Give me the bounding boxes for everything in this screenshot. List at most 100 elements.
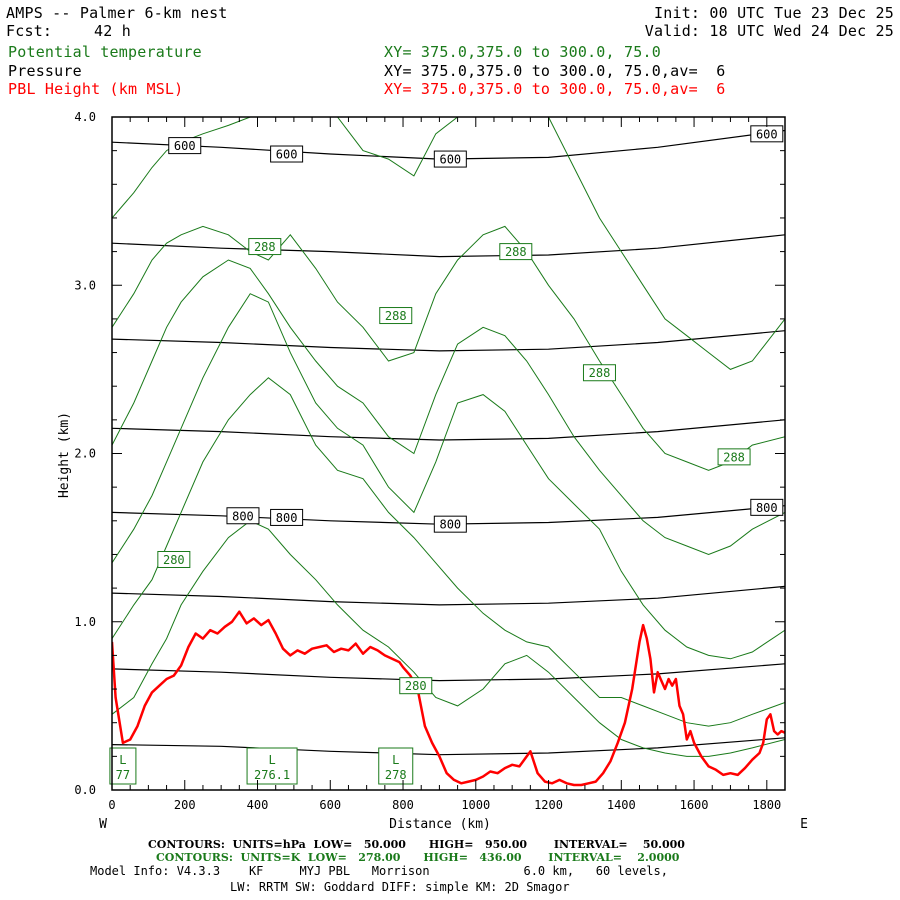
field-xy-theta: XY= 375.0,375.0 to 300.0, 75.0 <box>384 43 661 61</box>
pbl-height-line <box>112 610 785 787</box>
theta-label-6: 280 <box>399 677 433 695</box>
theta-label-5: 280 <box>157 550 191 568</box>
pressure-label-5-box <box>270 508 304 526</box>
field-name-pbl: PBL Height (km MSL) <box>8 80 184 98</box>
pressure-label-4: 800 <box>226 507 260 525</box>
pressure-label-3: 600 <box>750 125 784 143</box>
pressure-line-650 <box>112 234 785 258</box>
pressure-line-950 <box>112 737 785 756</box>
pressure-line-750 <box>112 419 785 441</box>
low-marker-box-0 <box>109 747 137 785</box>
axes: 0 200 400 600 800 1000 1200 1400 1600 1800 0.0 1.0 2… <box>74 110 786 812</box>
pressure-label-2-box <box>433 150 467 168</box>
footer-pressure-contours: CONTOURS: UNITS=hPa LOW= 50.000 HIGH= 95… <box>148 838 685 851</box>
pressure-label-1: 600 <box>270 145 304 163</box>
pressure-line-900 <box>112 663 785 682</box>
pressure-label-0: 600 <box>168 137 202 155</box>
pressure-label-2-text: 600 <box>439 153 461 167</box>
theta-label-3: 288 <box>582 364 616 382</box>
pressure-label-6-box <box>433 515 467 533</box>
y-tick-label: 2.0 <box>74 447 96 461</box>
theta-line-4 <box>112 117 785 370</box>
theta-label-4-box <box>717 448 751 466</box>
low-marker-letter-2: L <box>392 753 399 767</box>
pressure-label-4-box <box>226 507 260 525</box>
field-name-theta: Potential temperature <box>8 43 202 61</box>
theta-label-4-text: 288 <box>723 450 745 464</box>
field-xy-pbl: XY= 375.0,375.0 to 300.0, 75.0,av= 6 <box>384 80 726 98</box>
theta-line-1 <box>112 293 785 660</box>
pressure-label-7-box <box>750 498 784 516</box>
theta-label-0-text: 288 <box>254 240 276 254</box>
low-marker-box-2 <box>378 747 414 785</box>
theta-contours <box>112 117 785 757</box>
low-marker-letter-0: L <box>119 753 126 767</box>
x-tick-label: 200 <box>174 798 196 812</box>
y-tick-label: 1.0 <box>74 615 96 629</box>
x-tick-label: 800 <box>392 798 414 812</box>
x-axis-label: Distance (km) <box>389 817 491 832</box>
theta-label-1-box <box>379 307 413 325</box>
y-tick-label: 3.0 <box>74 278 96 292</box>
x-tick-label: 400 <box>247 798 269 812</box>
theta-label-3-text: 288 <box>589 366 611 380</box>
theta-label-6-text: 280 <box>405 679 427 693</box>
pressure-label-7-text: 800 <box>756 501 778 515</box>
x-tick-label: 1800 <box>752 798 781 812</box>
chart-title: AMPS -- Palmer 6-km nest <box>6 4 228 22</box>
pressure-label-4-text: 800 <box>232 509 254 523</box>
pressure-line-850 <box>112 585 785 606</box>
theta-line-0 <box>112 377 785 727</box>
theta-label-1: 288 <box>379 307 413 325</box>
valid-time: Valid: 18 UTC Wed 24 Dec 25 <box>644 22 894 40</box>
theta-line-3 <box>112 225 785 471</box>
y-tick-label: 0.0 <box>74 783 96 797</box>
theta-label-6-box <box>399 677 433 695</box>
pressure-label-5-text: 800 <box>276 511 298 525</box>
pressure-contours <box>112 129 785 756</box>
pressure-label-3-text: 600 <box>756 127 778 141</box>
low-marker-box-1 <box>246 747 298 785</box>
theta-label-4: 288 <box>717 448 751 466</box>
footer-physics: LW: RRTM SW: Goddard DIFF: simple KM: 2D… <box>230 880 570 894</box>
low-marker-value-2: 278 <box>385 768 407 782</box>
theta-label-2-box <box>499 243 533 261</box>
theta-label-2-text: 288 <box>505 245 527 259</box>
theta-label-5-box <box>157 550 191 568</box>
pressure-label-1-box <box>270 145 304 163</box>
y-axis-label: Height (km) <box>57 412 72 498</box>
x-tick-label: 0 <box>108 798 115 812</box>
low-marker-letter-1: L <box>268 753 275 767</box>
init-time: Init: 00 UTC Tue 23 Dec 25 <box>654 4 894 22</box>
east-label: E <box>800 817 808 832</box>
contour-labels: 600 600 600 600 800 800 800 800 288 288 288 288 288 2… <box>109 125 784 785</box>
theta-label-0: 288 <box>248 238 282 256</box>
field-xy-pressure: XY= 375.0,375.0 to 300.0, 75.0,av= 6 <box>384 62 726 80</box>
pressure-label-7: 800 <box>750 498 784 516</box>
x-tick-label: 600 <box>319 798 341 812</box>
theta-label-2: 288 <box>499 243 533 261</box>
x-tick-label: 1200 <box>534 798 563 812</box>
pbl-height-series <box>112 610 785 787</box>
y-tick-label: 4.0 <box>74 110 96 124</box>
theta-label-0-box <box>248 238 282 256</box>
pressure-label-1-text: 600 <box>276 148 298 162</box>
pressure-label-6-text: 800 <box>439 518 461 532</box>
low-marker-value-1: 276.1 <box>254 768 290 782</box>
pressure-label-0-box <box>168 137 202 155</box>
theta-line-5 <box>112 520 785 757</box>
low-marker-0: L77 <box>109 747 137 785</box>
west-label: W <box>99 817 107 832</box>
theta-line-2 <box>112 259 785 556</box>
x-tick-label: 1000 <box>461 798 490 812</box>
forecast-value: 42 h <box>94 22 131 40</box>
field-name-pressure: Pressure <box>8 62 82 80</box>
pressure-label-2: 600 <box>433 150 467 168</box>
pressure-label-5: 800 <box>270 508 304 526</box>
plot-frame <box>111 116 786 791</box>
theta-label-3-box <box>582 364 616 382</box>
footer-theta-contours: CONTOURS: UNITS=K LOW= 278.00 HIGH= 436.… <box>156 851 680 864</box>
